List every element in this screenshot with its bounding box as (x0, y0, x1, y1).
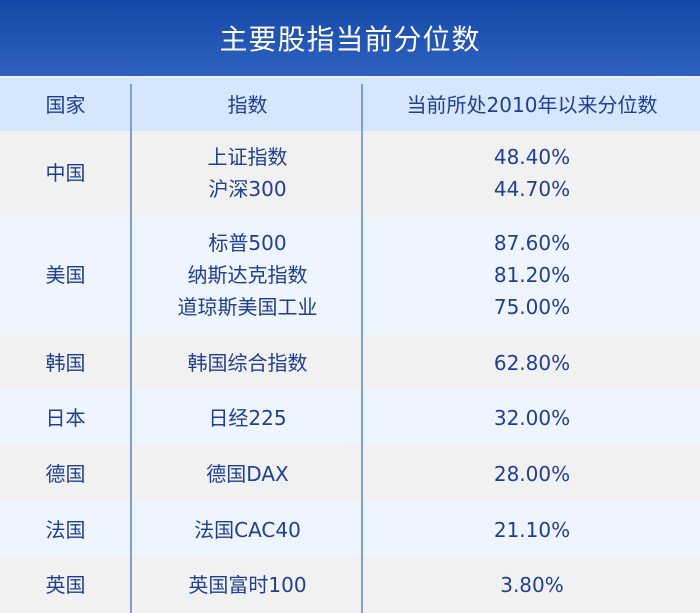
country-cell: 韩国 (45, 350, 86, 375)
index-name: 纳斯达克指数 (187, 263, 308, 287)
table-row: 法国 法国CAC40 21.10% (0, 502, 700, 557)
percentile-value: 3.80% (500, 573, 564, 597)
index-name: 道琼斯美国工业 (177, 295, 318, 319)
table-row: 英国 英国富时100 3.80% (0, 557, 700, 613)
column-header-row: 国家 指数 当前所处2010年以来分位数 (0, 76, 700, 131)
country-cell: 英国 (45, 573, 86, 597)
index-name: 上证指数 (207, 145, 288, 169)
table-row: 日本 日经225 32.00% (0, 390, 700, 446)
table-row: 韩国 韩国综合指数 62.80% (0, 335, 700, 390)
country-cell: 日本 (45, 406, 86, 430)
column-header-country: 国家 (45, 92, 86, 117)
country-cell: 德国 (45, 462, 86, 486)
column-header-percentile: 当前所处2010年以来分位数 (406, 92, 658, 117)
country-cell: 法国 (45, 517, 86, 542)
country-cell: 中国 (45, 161, 86, 185)
percentile-value: 87.60% (493, 231, 571, 255)
percentile-value: 75.00% (493, 295, 571, 319)
table-row: 美国 标普500 纳斯达克指数 道琼斯美国工业 87.60% 81.20% 75… (0, 215, 700, 335)
index-name: 英国富时100 (188, 573, 307, 597)
index-name: 法国CAC40 (194, 517, 301, 542)
table-title: 主要股指当前分位数 (0, 0, 700, 76)
percentile-value: 48.40% (493, 145, 571, 169)
index-name: 日经225 (208, 406, 287, 430)
country-cell: 美国 (45, 263, 86, 287)
index-name: 沪深300 (208, 177, 287, 201)
percentile-value: 28.00% (493, 462, 571, 486)
percentile-value: 62.80% (493, 350, 571, 375)
table-row: 中国 上证指数 沪深300 48.40% 44.70% (0, 131, 700, 215)
index-name: 韩国综合指数 (187, 350, 308, 375)
index-name: 标普500 (208, 231, 287, 255)
percentile-value: 81.20% (493, 263, 571, 287)
column-header-index: 指数 (227, 92, 268, 117)
column-divider (130, 84, 132, 613)
percentile-value: 32.00% (493, 406, 571, 430)
percentile-value: 44.70% (493, 177, 571, 201)
table-row: 德国 德国DAX 28.00% (0, 446, 700, 502)
column-divider (361, 84, 363, 613)
index-name: 德国DAX (206, 462, 289, 486)
percentile-value: 21.10% (493, 517, 571, 542)
